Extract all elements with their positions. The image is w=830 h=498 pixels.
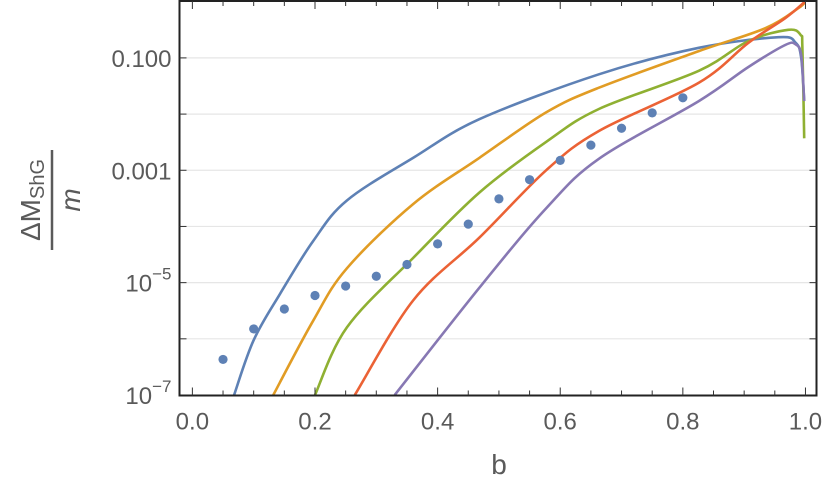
data-point [433,239,443,249]
data-point [249,324,259,334]
svg-text:ΔMShG: ΔMShG [15,159,49,241]
data-point [586,140,596,150]
data-point [279,304,289,314]
data-point [524,175,535,185]
x-axis-label: b [491,449,507,480]
x-tick-label: 1.0 [789,409,822,436]
ticks [179,1,817,396]
series-line-3 [353,1,806,395]
series-line-2 [313,28,806,395]
data-point [371,271,381,281]
y-tick-base: 10 [125,383,152,410]
series-line-1 [272,1,806,395]
y-tick-base: 10 [125,271,152,298]
y-tick-exponent: −7 [152,377,171,396]
data-point [494,194,504,204]
data-point [463,219,473,229]
series-layer [218,1,806,395]
data-point [310,290,320,301]
series-line-0 [232,35,806,395]
x-tick-label: 0.2 [298,409,331,436]
y-label-denominator: m [55,188,86,211]
data-point [341,281,351,291]
plot-frame [178,0,818,397]
y-tick-exponent: −5 [152,265,171,284]
y-tick-label: 10−5 [125,265,171,298]
data-point [402,259,412,270]
y-tick-label: 0.001 [111,158,171,185]
y-label-subscript: ShG [27,159,49,199]
data-point [616,123,627,133]
data-point [678,93,688,103]
x-tick-label: 0.0 [176,409,209,436]
x-tick-label: 0.4 [421,409,454,436]
y-label-main: ΔM [15,199,46,241]
data-point [555,155,565,165]
y-tick-label: 0.100 [111,46,171,73]
y-tick-label: 10−7 [125,377,171,410]
x-tick-labels: 0.0 0.2 0.4 0.6 0.8 1.0 [176,409,822,436]
x-tick-label: 0.8 [666,409,699,436]
y-axis-label: ΔMShG m [15,150,86,250]
data-point [218,354,228,365]
series-line-4 [393,41,806,395]
x-tick-label: 0.6 [544,409,577,436]
data-point [647,108,657,118]
